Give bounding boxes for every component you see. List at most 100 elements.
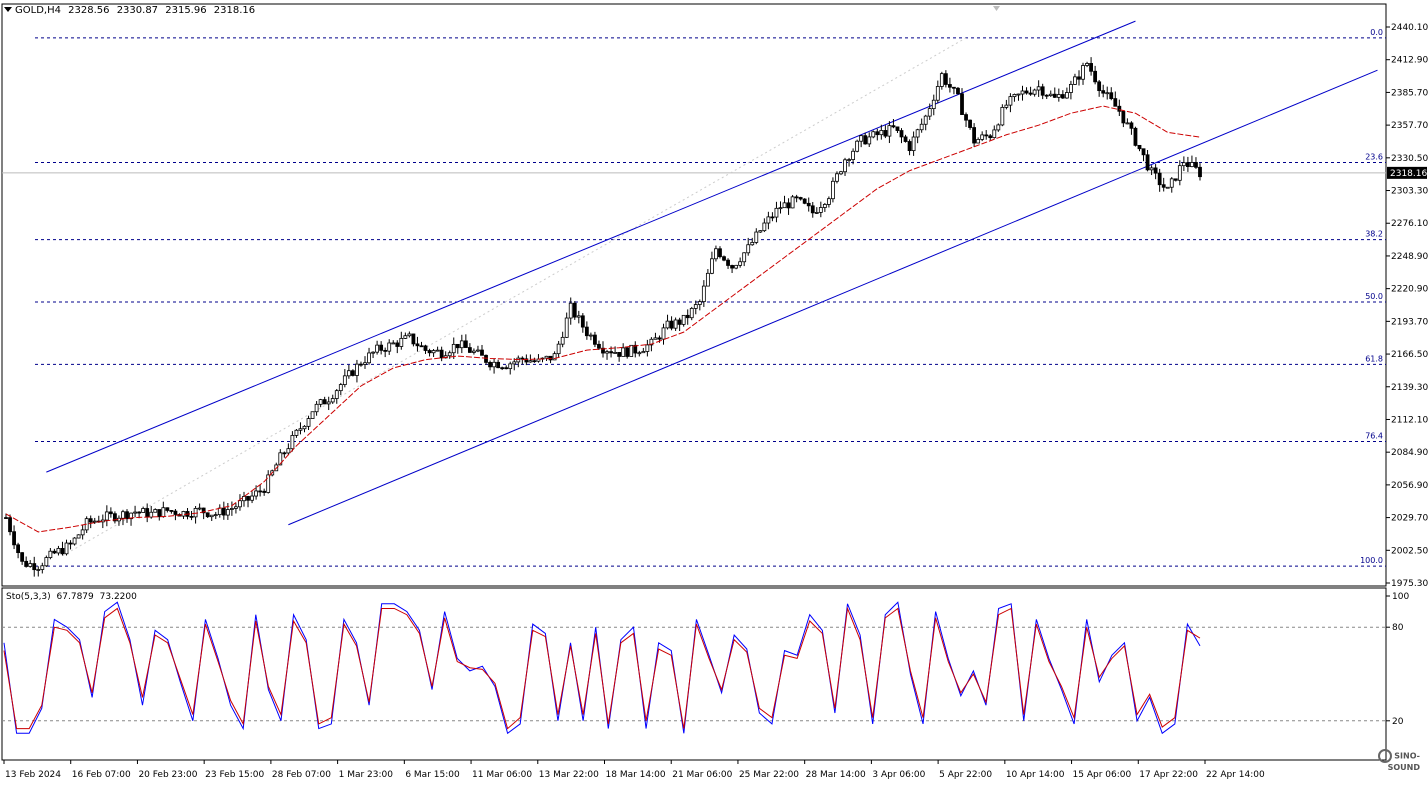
candle-body <box>1129 122 1134 129</box>
candle-body <box>613 352 618 354</box>
candle-body <box>72 537 77 545</box>
candle-body <box>782 202 787 209</box>
candle-body <box>68 542 73 545</box>
candle-body <box>302 425 307 430</box>
candle-body <box>472 350 476 353</box>
candle-body <box>597 343 601 349</box>
candle-body <box>36 569 41 571</box>
candle-body <box>1101 90 1106 94</box>
chevron-down-icon[interactable] <box>4 7 12 12</box>
candle-body <box>1004 104 1009 108</box>
candle-body <box>298 428 303 431</box>
candle-body <box>508 363 513 370</box>
candle-body <box>234 506 238 509</box>
candle-body <box>125 511 129 520</box>
candle-body <box>584 326 589 337</box>
current-price-label: 2318.16 <box>1390 169 1427 179</box>
candle-body <box>710 258 714 274</box>
candle-body <box>379 344 384 351</box>
candle-body <box>742 252 747 263</box>
candle-body <box>246 496 250 501</box>
candle-body <box>286 448 291 454</box>
candle-body <box>395 342 400 347</box>
candle-body <box>867 136 872 145</box>
candle-body <box>217 507 222 516</box>
candle-body <box>1060 94 1065 99</box>
candle-body <box>1157 172 1162 186</box>
candle-body <box>605 351 609 354</box>
candle-body <box>524 358 529 363</box>
candle-body <box>1032 89 1037 95</box>
price-tick-label: 2139.30 <box>1391 383 1428 393</box>
candle-body <box>1012 94 1017 98</box>
candle-body <box>722 256 726 261</box>
candle-body <box>254 490 258 497</box>
stochastic-panel-frame <box>1 587 1387 761</box>
price-tick-label: 2385.70 <box>1391 88 1428 98</box>
candle-body <box>532 360 537 363</box>
candle-body <box>697 301 702 305</box>
candle-body <box>12 531 16 546</box>
time-tick-label: 10 Apr 14:00 <box>1006 770 1065 780</box>
price-tick-label: 2002.50 <box>1391 546 1428 556</box>
candle-body <box>669 320 674 329</box>
stochastic-signal-line <box>3 606 1201 730</box>
fib-level-label: 23.6 <box>1365 153 1383 162</box>
candle-body <box>1190 162 1194 168</box>
candle-body <box>621 347 626 357</box>
candle-body <box>415 343 420 347</box>
scroll-marker-icon <box>993 6 1000 11</box>
candle-body <box>306 418 311 427</box>
candle-body <box>189 515 194 518</box>
candle-body <box>459 340 464 349</box>
time-tick-label: 11 Mar 06:00 <box>472 770 532 780</box>
candle-body <box>701 285 706 302</box>
fib-level-label: 76.4 <box>1365 431 1383 440</box>
candle-body <box>1020 90 1025 95</box>
candle-body <box>76 534 81 539</box>
candle-body <box>677 319 682 325</box>
candle-body <box>794 196 799 199</box>
candle-body <box>1073 76 1077 85</box>
candle-body <box>290 435 295 450</box>
candle-body <box>754 231 759 243</box>
candle-body <box>649 338 654 346</box>
candle-body <box>988 135 993 139</box>
candle-body <box>576 315 581 318</box>
candle-body <box>1177 165 1182 181</box>
time-tick-label: 6 Mar 15:00 <box>405 770 460 780</box>
candle-body <box>359 363 363 366</box>
candle-body <box>1056 94 1061 98</box>
time-tick-label: 17 Apr 22:00 <box>1139 770 1198 780</box>
candle-body <box>1169 178 1174 188</box>
high-value: 2330.87 <box>116 5 159 16</box>
close-value: 2318.16 <box>213 5 256 16</box>
candle-body <box>960 93 964 115</box>
candle-body <box>229 508 234 510</box>
candle-body <box>1052 93 1057 98</box>
candle-body <box>927 108 932 117</box>
candle-body <box>818 207 823 213</box>
candle-body <box>1000 106 1005 126</box>
candle-body <box>407 333 412 337</box>
time-tick-label: 22 Apr 14:00 <box>1206 770 1265 780</box>
candle-body <box>387 342 392 352</box>
candle-body <box>661 327 666 340</box>
candle-body <box>798 197 803 200</box>
candle-body <box>952 86 956 89</box>
candle-body <box>689 308 694 319</box>
candle-body <box>403 335 408 339</box>
candle-body <box>923 115 928 125</box>
candle-body <box>907 141 912 152</box>
logo-icon <box>1378 749 1393 763</box>
price-tick-label: 2412.90 <box>1391 56 1428 66</box>
candle-body <box>943 73 948 85</box>
candle-body <box>282 452 287 455</box>
candle-body <box>948 84 952 88</box>
candle-body <box>863 135 868 145</box>
candle-body <box>1185 162 1190 168</box>
candle-body <box>1113 98 1118 107</box>
candle-body <box>488 362 492 368</box>
candle-body <box>673 319 678 329</box>
candle-body <box>1141 148 1146 156</box>
